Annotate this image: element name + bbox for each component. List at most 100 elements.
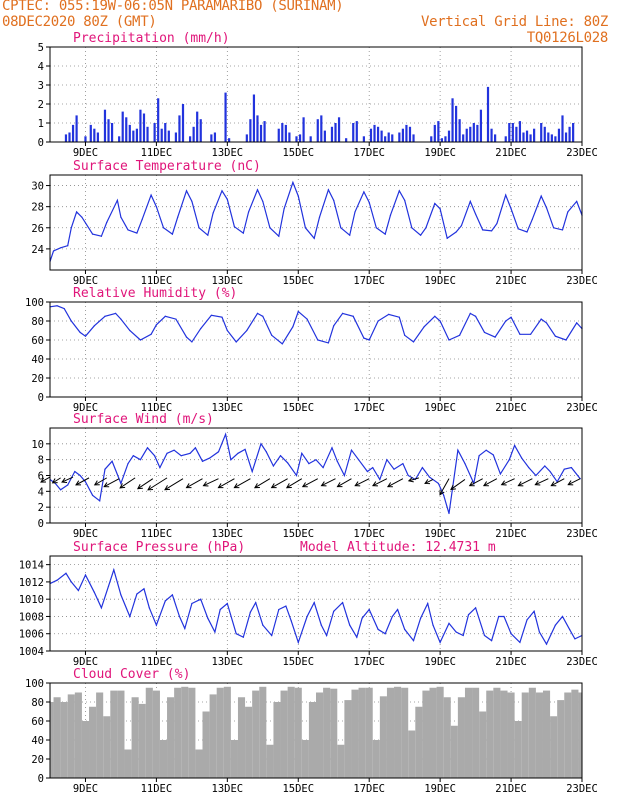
wind-xtick-label: 13DEC xyxy=(212,528,244,540)
cloud-cover-bar xyxy=(394,686,402,778)
cloud-cover-bar xyxy=(443,697,451,778)
temp-point xyxy=(233,226,236,228)
wind-point xyxy=(230,459,232,461)
precip-bar xyxy=(84,136,87,142)
pres-point xyxy=(462,634,464,637)
cloud-cover-bar xyxy=(138,703,146,778)
precip-bar xyxy=(178,115,181,142)
pres-point xyxy=(70,581,72,583)
wind-ytick-label: 0 xyxy=(38,518,44,530)
precip-bar xyxy=(490,128,493,142)
pres-point xyxy=(313,602,315,604)
precip-bar xyxy=(345,138,348,142)
precip-bar xyxy=(380,130,383,142)
cloud-ytick-label: 20 xyxy=(31,754,44,766)
rh-point xyxy=(510,316,512,318)
precip-bar xyxy=(486,86,490,142)
temp-point xyxy=(177,216,179,218)
precip-bar xyxy=(437,121,440,142)
rh-point xyxy=(221,316,223,318)
temp-point xyxy=(198,227,200,229)
wind-point xyxy=(154,455,156,457)
precip-bar xyxy=(192,126,195,142)
temp-point xyxy=(67,245,69,247)
precip-bar xyxy=(256,115,259,142)
wind-xtick-label: 17DEC xyxy=(353,528,385,540)
cloud-cover-bar xyxy=(145,687,153,778)
pres-point xyxy=(342,602,344,604)
wind-xtick-label: 21DEC xyxy=(495,528,527,540)
cloud-cover-bar xyxy=(528,687,536,778)
precip-bar xyxy=(224,92,227,142)
pres-point xyxy=(455,631,457,633)
precip-bar xyxy=(263,121,266,142)
temp-point xyxy=(116,199,118,201)
temp-xtick-label: 11DEC xyxy=(141,275,173,287)
precip-bar xyxy=(167,130,170,142)
cloud-xtick-label: 15DEC xyxy=(282,783,314,795)
precip-frame xyxy=(49,46,583,143)
rh-point xyxy=(164,315,166,317)
pres-title: Surface Pressure (hPa) xyxy=(73,540,245,555)
rh-point xyxy=(388,313,390,315)
cloud-cover-bar xyxy=(386,687,395,778)
wind-title: Surface Wind (m/s) xyxy=(73,412,214,427)
temp-point xyxy=(155,206,157,208)
pres-point xyxy=(498,615,500,618)
pres-point xyxy=(65,572,67,574)
wind-point xyxy=(535,474,537,477)
precip-bar xyxy=(494,134,497,142)
pres-point xyxy=(432,624,434,626)
precip-bar xyxy=(96,132,99,142)
temp-title: Surface Temperature (nC) xyxy=(73,159,261,174)
rh-point xyxy=(327,342,330,344)
precip-bar xyxy=(309,136,312,142)
pres-point xyxy=(510,633,512,635)
pres-point xyxy=(561,615,564,618)
precip-bar xyxy=(128,124,131,142)
cloud-cover-bar xyxy=(96,692,104,778)
rh-point xyxy=(469,312,471,314)
cloud-cover-bar xyxy=(230,740,238,778)
pres-point xyxy=(391,615,393,618)
wind-arrow xyxy=(336,478,352,488)
pres-point xyxy=(349,624,351,626)
temp-ytick-label: 24 xyxy=(31,244,44,256)
pres-point xyxy=(568,628,571,631)
wind-point xyxy=(279,455,282,457)
cloud-cover-bar xyxy=(294,687,302,778)
rh-point xyxy=(191,341,193,343)
pres-point xyxy=(297,641,299,643)
pres-point xyxy=(56,579,58,581)
rh-point xyxy=(79,331,81,333)
rh-point xyxy=(262,315,264,317)
wind-point xyxy=(287,462,289,464)
precip-bar xyxy=(529,134,532,142)
precip-bar xyxy=(511,123,514,142)
wind-arrow xyxy=(550,478,565,487)
precip-bar xyxy=(465,128,468,142)
precip-bar xyxy=(522,132,525,142)
temp-point xyxy=(439,208,441,210)
pres-point xyxy=(107,585,110,587)
cloud-cover-bar xyxy=(74,692,82,778)
cloud-cover-bar xyxy=(542,690,551,778)
temp-point xyxy=(446,237,448,239)
cloud-ytick-label: 60 xyxy=(31,716,44,728)
precip-bar xyxy=(281,123,284,142)
pres-point xyxy=(155,624,157,626)
temp-point xyxy=(482,229,484,231)
wind-point xyxy=(166,452,168,454)
wind-point xyxy=(485,449,487,451)
temp-point xyxy=(171,233,173,235)
rh-frame xyxy=(49,301,583,398)
rh-point xyxy=(342,312,344,314)
precip-bar xyxy=(462,134,465,142)
pres-point xyxy=(290,620,292,622)
temp-point xyxy=(420,234,422,236)
temp-point xyxy=(297,195,299,197)
cloud-cover-bar xyxy=(401,687,409,778)
wind-point xyxy=(99,500,101,502)
rh-title: Relative Humidity (%) xyxy=(73,286,237,301)
precip-bar xyxy=(550,134,553,142)
